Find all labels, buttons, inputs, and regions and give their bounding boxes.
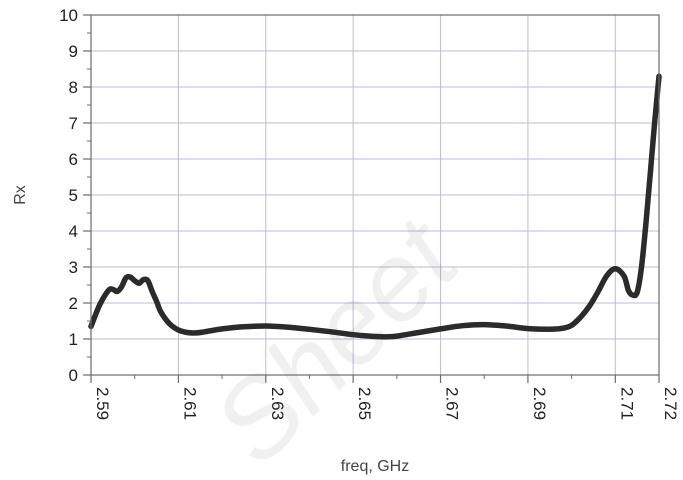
x-tick-label: 2.67 xyxy=(443,387,462,420)
y-tick-label: 10 xyxy=(59,6,78,25)
x-tick-label: 2.65 xyxy=(355,387,374,420)
x-tick-label: 2.71 xyxy=(617,387,636,420)
y-tick-label: 9 xyxy=(69,42,78,61)
x-tick-label: 2.61 xyxy=(180,387,199,420)
y-tick-label: 1 xyxy=(69,330,78,349)
x-tick-label: 2.69 xyxy=(530,387,549,420)
y-tick-label: 4 xyxy=(69,222,78,241)
x-axis-label: freq, GHz xyxy=(341,458,409,475)
y-axis-label: Rx xyxy=(12,185,29,205)
y-tick-label: 7 xyxy=(69,114,78,133)
y-axis-ticks: 0 1 2 3 4 5 6 7 8 9 10 xyxy=(59,6,91,385)
y-tick-label: 8 xyxy=(69,78,78,97)
x-tick-label: 2.63 xyxy=(268,387,287,420)
grid xyxy=(91,15,659,375)
y-tick-label: 5 xyxy=(69,186,78,205)
x-axis-ticks: 2.59 2.61 2.63 2.65 2.67 2.69 2.71 2.72 xyxy=(90,375,680,420)
series-line xyxy=(88,73,662,340)
y-tick-label: 2 xyxy=(69,294,78,313)
y-tick-label: 3 xyxy=(69,258,78,277)
x-tick-label: 2.72 xyxy=(661,387,680,420)
series-layer xyxy=(88,73,662,340)
x-tick-label: 2.59 xyxy=(93,387,112,420)
y-tick-label: 0 xyxy=(69,366,78,385)
y-tick-label: 6 xyxy=(69,150,78,169)
